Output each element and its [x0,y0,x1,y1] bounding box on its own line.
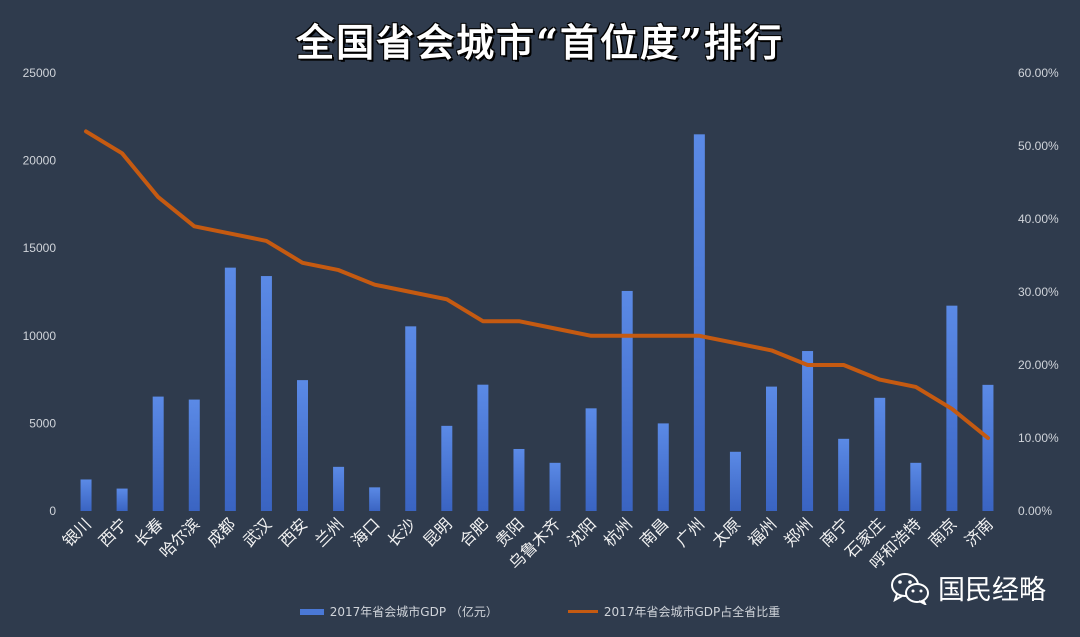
gdp-bar [766,386,777,511]
gdp-bar [297,380,308,511]
gdp-bar [910,462,922,511]
category-label: 南京 [925,514,961,550]
right-tick-label: 20.00% [1018,358,1059,372]
category-label: 太原 [708,514,744,550]
gdp-bar [549,462,561,511]
category-label: 武汉 [239,514,275,550]
category-label: 合肥 [456,514,492,550]
left-tick-label: 5000 [29,416,56,430]
category-label: 兰州 [311,514,347,550]
left-tick-label: 20000 [23,154,57,168]
right-tick-label: 60.00% [1018,66,1059,80]
category-label: 长沙 [383,514,419,550]
category-label: 银川 [59,514,95,550]
gdp-bar [657,423,669,511]
left-axis: 0 5000 10000 15000 20000 25000 [23,66,57,518]
watermark: 国民经略 [890,568,1046,607]
gdp-bar [838,438,850,511]
gdp-bar [477,384,489,511]
gdp-bar [513,448,525,511]
right-axis: 0.00% 10.00% 20.00% 30.00% 40.00% 50.00% 60.00… [1018,66,1059,518]
right-tick-label: 10.00% [1018,431,1059,445]
wechat-icon [891,572,929,605]
left-tick-label: 0 [49,504,56,518]
category-label: 济南 [961,514,997,550]
gdp-bar [260,276,272,511]
gdp-bar [80,479,92,511]
left-tick-label: 10000 [23,329,57,343]
gdp-bar [874,397,886,511]
gdp-bar [441,425,453,511]
gdp-bar [729,451,741,511]
gdp-bar [982,384,994,511]
gdp-bar [585,408,597,511]
gdp-bar [152,396,164,511]
legend-item-gdp: 2017年省会城市GDP （亿元） [299,603,498,620]
gdp-bar [369,487,381,511]
category-label: 成都 [203,514,239,550]
legend: 2017年省会城市GDP （亿元） 2017年省会城市GDP占全省比重 [0,603,1080,620]
legend-line-swatch [567,610,598,613]
bar-series [80,134,994,511]
category-label: 昆明 [420,514,456,550]
legend-bar-swatch [299,608,324,615]
right-tick-label: 50.00% [1018,139,1059,153]
category-label: 西安 [275,514,311,550]
right-tick-label: 0.00% [1018,504,1052,518]
line-series [84,129,990,440]
category-label: 海口 [347,514,383,550]
category-label: 杭州 [600,514,636,550]
category-label: 哈尔滨 [156,514,203,561]
gdp-bar [224,267,236,511]
legend-item-share: 2017年省会城市GDP占全省比重 [567,603,781,620]
gdp-bar [405,326,417,511]
left-tick-label: 25000 [23,66,57,80]
right-tick-label: 30.00% [1018,285,1059,299]
gdp-bar [621,290,633,511]
gdp-bar [188,399,200,511]
share-line [84,129,990,440]
category-label: 郑州 [780,514,816,550]
gdp-bar [116,488,128,511]
category-label: 西宁 [95,514,131,550]
gdp-bar [333,466,345,511]
category-label: 沈阳 [564,514,600,550]
gdp-bar [693,134,705,511]
category-label: 广州 [672,514,708,550]
legend-label-gdp: 2017年省会城市GDP （亿元） [329,605,498,619]
category-axis: 银川 西宁 长春哈尔滨 成都 武汉 西安 兰州 海口 长沙 昆明 合肥 贵阳乌鲁木齐 沈阳 杭州 南昌 广州太… [59,514,997,573]
right-tick-label: 40.00% [1018,212,1059,226]
left-tick-label: 15000 [23,241,57,255]
gdp-bar [802,351,814,511]
category-label: 南昌 [636,514,672,550]
legend-label-share: 2017年省会城市GDP占全省比重 [603,605,781,619]
chart-title: 全国省会城市“首位度”排行 [296,20,784,65]
category-label: 福州 [744,514,780,550]
watermark-text: 国民经略 [938,575,1046,606]
